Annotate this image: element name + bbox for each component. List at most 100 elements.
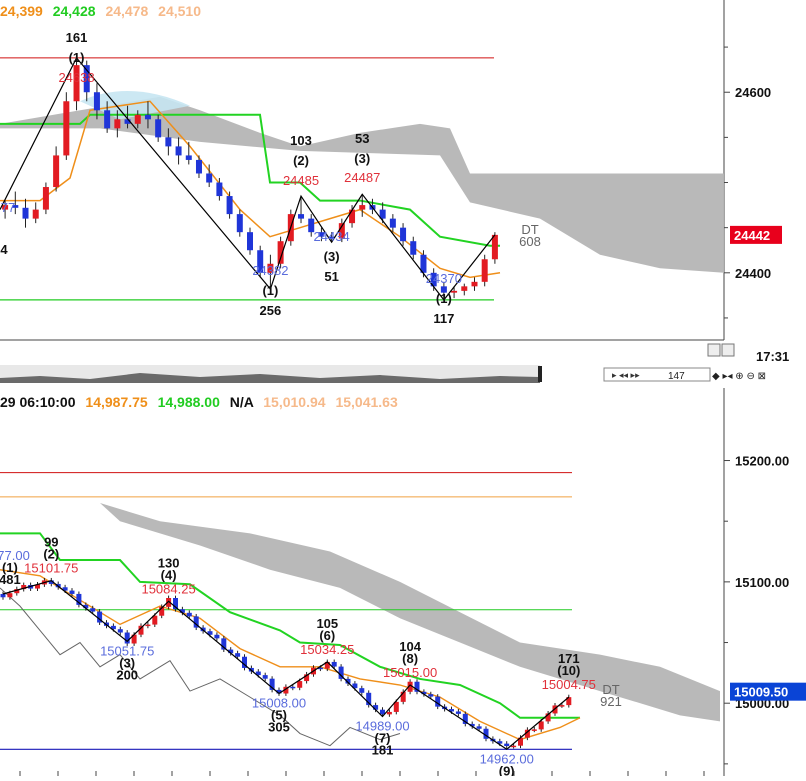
candle-body bbox=[400, 227, 407, 242]
dt-label: DT bbox=[602, 682, 619, 697]
candle-body bbox=[0, 594, 6, 598]
peak-price: 15101.75 bbox=[24, 561, 78, 576]
peak-count: 53 bbox=[355, 131, 369, 146]
scroll-toolbar: ▸ ◂◂ ▸▸ 147 ◆ ▸◂ ⊕ ⊖ ⊠ 17:31 bbox=[0, 343, 789, 383]
candle-body bbox=[317, 667, 323, 670]
zigzag-line bbox=[0, 56, 496, 301]
peak-count: 103 bbox=[290, 133, 312, 148]
candle-body bbox=[63, 101, 70, 156]
candle-body bbox=[421, 691, 427, 695]
candle-body bbox=[144, 114, 151, 120]
trough-count: 481 bbox=[0, 572, 21, 587]
zigzag-line bbox=[2, 579, 570, 751]
candle-body bbox=[262, 675, 268, 679]
tenkan-line bbox=[0, 100, 501, 279]
candle-body bbox=[393, 701, 399, 712]
candle-body bbox=[531, 729, 537, 731]
peak-count: 105 bbox=[316, 616, 338, 631]
candle-body bbox=[524, 729, 530, 738]
trough-price: 15008.00 bbox=[252, 695, 306, 710]
candle-body bbox=[428, 694, 434, 697]
candle-body bbox=[12, 205, 19, 208]
candle-body bbox=[138, 625, 144, 635]
peak-price: 15084.25 bbox=[141, 581, 195, 596]
candle-body bbox=[155, 119, 162, 138]
candle-body bbox=[538, 721, 544, 730]
zoom-icon[interactable] bbox=[721, 343, 735, 357]
trough-price: 24382 bbox=[252, 263, 288, 278]
trough-count: 117 bbox=[433, 311, 454, 326]
edge-label: 4 bbox=[0, 242, 8, 257]
candle-body bbox=[328, 236, 335, 239]
bottom-v2: 14,988.00 bbox=[158, 394, 220, 410]
candle-body bbox=[476, 726, 482, 729]
candle-body bbox=[14, 589, 20, 594]
candle-body bbox=[117, 629, 123, 633]
bottom-v3: N/A bbox=[230, 394, 254, 410]
candle-body bbox=[195, 159, 202, 174]
bottom-header: 29 06:10:00 14,987.75 14,988.00 N/A 15,0… bbox=[0, 394, 398, 410]
peak-count: 99 bbox=[44, 535, 58, 550]
candle-body bbox=[175, 146, 182, 156]
peak-count: 130 bbox=[158, 555, 180, 570]
last-price-tag bbox=[730, 225, 782, 244]
candle-body bbox=[185, 155, 192, 160]
top-v2: 24,428 bbox=[53, 3, 96, 19]
candle-body bbox=[491, 234, 498, 260]
candle-body bbox=[83, 65, 90, 93]
candle-body bbox=[226, 196, 233, 215]
candle-body bbox=[207, 631, 213, 635]
candle-body bbox=[76, 593, 82, 605]
candle-body bbox=[21, 585, 27, 590]
candle-body bbox=[345, 678, 351, 684]
candle-body bbox=[407, 681, 413, 692]
dt-label: DT bbox=[521, 222, 538, 237]
candle-body bbox=[414, 681, 420, 692]
candle-body bbox=[461, 286, 468, 291]
trough-count: 181 bbox=[372, 743, 394, 758]
trough-wave: (7) bbox=[375, 731, 391, 746]
candle-body bbox=[338, 223, 345, 239]
peak-count: 104 bbox=[399, 639, 421, 654]
candle-body bbox=[267, 263, 274, 273]
peak-price: 24487 bbox=[344, 170, 380, 185]
candle-body bbox=[110, 625, 116, 630]
candle-body bbox=[430, 272, 437, 287]
settings-icon[interactable] bbox=[707, 343, 721, 357]
trough-wave: (1) bbox=[436, 291, 452, 306]
zoom-controls[interactable]: ◆ ▸◂ ⊕ ⊖ ⊠ bbox=[712, 371, 766, 382]
candle-body bbox=[435, 696, 441, 707]
trough-price: 977.00 bbox=[0, 548, 30, 563]
bar-count[interactable]: 147 bbox=[668, 371, 685, 382]
candle-body bbox=[145, 624, 151, 627]
candle-body bbox=[206, 173, 213, 183]
candle-body bbox=[451, 290, 458, 293]
candle-body bbox=[22, 207, 29, 219]
candle-body bbox=[62, 587, 68, 591]
peak-wave: (2) bbox=[43, 547, 59, 562]
last-price-tag bbox=[730, 682, 806, 701]
top-chart-panel: 161 (1) 24638 103 (2) 24485 53 (3) 24487 24382 (1)… bbox=[0, 30, 782, 326]
candle-body bbox=[481, 259, 488, 282]
candle-body bbox=[255, 671, 261, 676]
trough-count: 51 bbox=[324, 269, 338, 284]
candle-body bbox=[173, 598, 178, 610]
candle-body bbox=[257, 250, 264, 273]
bottom-v4: 15,010.94 bbox=[263, 394, 325, 410]
candle-body bbox=[32, 209, 39, 219]
candle-body bbox=[379, 209, 386, 219]
peak-count: 171 bbox=[558, 651, 580, 666]
peak-price: 15034.25 bbox=[300, 642, 354, 657]
y-tick-label: 15100.00 bbox=[735, 575, 789, 590]
y-tick-label: 24400 bbox=[735, 266, 771, 281]
peak-price: 24638 bbox=[58, 70, 94, 85]
candle-body bbox=[216, 182, 223, 197]
y-tick-label: 15200.00 bbox=[735, 454, 789, 469]
nav-buttons[interactable]: ▸ ◂◂ ▸▸ bbox=[612, 370, 640, 380]
trough-price: 14962.00 bbox=[480, 751, 534, 766]
trough-count: 305 bbox=[268, 719, 290, 734]
candle-body bbox=[124, 119, 131, 124]
peak-wave: (4) bbox=[161, 567, 177, 582]
candle-body bbox=[97, 611, 103, 623]
